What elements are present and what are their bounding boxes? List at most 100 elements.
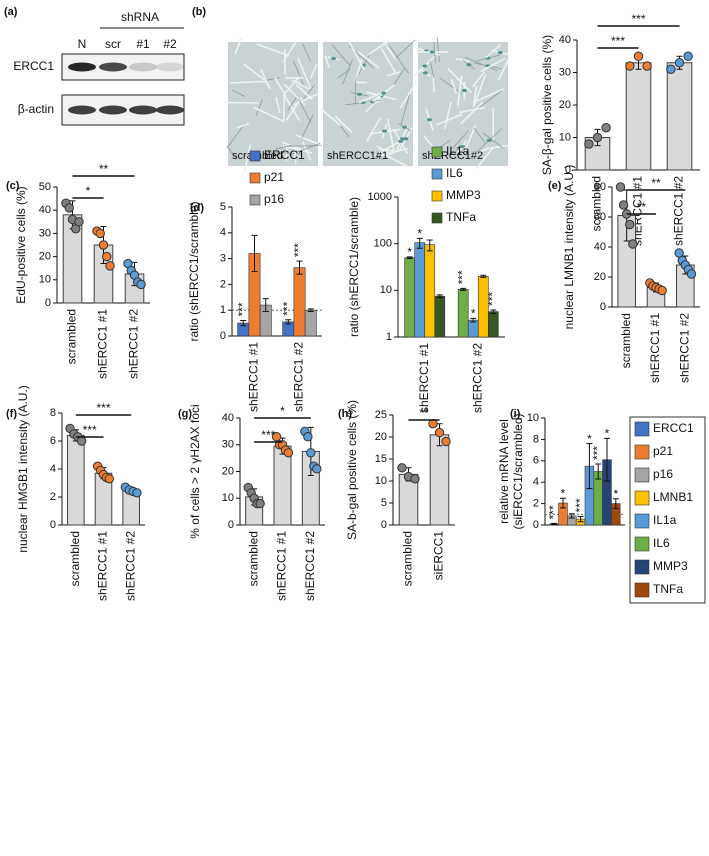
- cell: [476, 146, 494, 169]
- data-point: [64, 203, 74, 213]
- x-tick-label: scrambled: [401, 531, 415, 586]
- y-tick-label: 10: [39, 274, 51, 286]
- blot-band: [156, 62, 184, 72]
- y-tick-label: 4: [220, 227, 226, 239]
- data-point: [683, 51, 693, 61]
- y-tick-label: 4: [533, 476, 539, 488]
- y-tick-label: 10: [375, 475, 387, 487]
- panel-label: (i): [510, 408, 521, 420]
- error-bar: [406, 256, 413, 260]
- cell: [436, 36, 440, 63]
- legend-label: TNFa: [653, 582, 683, 596]
- legend-box: [629, 416, 706, 604]
- y-tick-label: 1: [220, 304, 226, 316]
- data-point: [105, 261, 115, 271]
- cell: [365, 97, 382, 113]
- data-point: [132, 488, 142, 498]
- annotation: *: [471, 307, 476, 321]
- stained-cell: [331, 56, 337, 61]
- data-point: [628, 239, 638, 249]
- legend-swatch: [634, 513, 650, 529]
- legend-label: MMP3: [446, 188, 481, 202]
- y-tick-label: 0: [381, 519, 387, 531]
- cell: [274, 77, 287, 97]
- panel-label: (c): [6, 180, 20, 192]
- legend-swatch: [634, 582, 650, 598]
- data-point: [74, 217, 84, 227]
- x-tick-label: scrambled: [590, 176, 604, 231]
- y-axis-label: ratio (shERCC1/scramble): [187, 201, 201, 341]
- y-axis-label: EdU-positive cells (%): [14, 186, 28, 303]
- y-tick-label: 100: [374, 238, 392, 250]
- stained-cell: [422, 64, 428, 68]
- legend-label: p21: [264, 170, 284, 184]
- stained-cell: [398, 139, 404, 143]
- cell: [370, 139, 403, 158]
- annotation: ***: [573, 498, 587, 512]
- bar: [467, 319, 479, 338]
- cell: [285, 76, 304, 80]
- y-tick-label: 50: [39, 181, 51, 193]
- cell: [482, 132, 504, 149]
- cell: [367, 39, 390, 56]
- blot-band: [129, 62, 157, 72]
- annotation: *: [407, 245, 412, 259]
- cell: [232, 89, 245, 97]
- cell: [234, 37, 243, 55]
- cell: [460, 101, 484, 125]
- blot-header: shRNA: [121, 10, 159, 24]
- x-tick-label: shERCC1 #2: [127, 309, 141, 379]
- x-tick-label: scrambled: [68, 531, 82, 586]
- data-point: [615, 182, 626, 192]
- y-tick-label: 20: [594, 271, 606, 283]
- annotation: *: [561, 486, 566, 500]
- legend-swatch: [249, 194, 261, 206]
- data-point: [642, 61, 652, 71]
- stained-cell: [402, 125, 408, 129]
- bar: [293, 267, 306, 337]
- data-point: [98, 240, 109, 250]
- cell: [227, 123, 246, 148]
- cell: [287, 95, 299, 111]
- y-tick-label: 20: [559, 99, 571, 111]
- cell: [433, 41, 436, 63]
- cell: [293, 147, 297, 164]
- y-tick-label: 40: [222, 412, 234, 424]
- panel-label: (h): [338, 408, 352, 420]
- data-point: [686, 269, 697, 279]
- error-bar: [490, 309, 497, 314]
- cell: [459, 106, 486, 114]
- cell: [283, 83, 306, 106]
- stained-cell: [461, 88, 467, 93]
- cell: [472, 74, 487, 108]
- cell: [357, 51, 380, 69]
- cell: [473, 147, 490, 156]
- data-point: [625, 61, 635, 71]
- error-bar: [470, 317, 477, 323]
- data-point: [601, 123, 611, 133]
- x-tick-label: shERCC1 #1: [247, 342, 261, 412]
- cell: [380, 47, 397, 74]
- y-tick-label: 3: [220, 253, 226, 265]
- legend-label: p21: [653, 444, 673, 458]
- panel-label: (g): [178, 408, 192, 420]
- cell: [301, 114, 314, 138]
- y-tick-label: 4: [50, 463, 56, 475]
- cell: [452, 130, 469, 150]
- data-point: [633, 51, 644, 61]
- data-point: [434, 427, 445, 438]
- x-tick-label: shERCC1 #1: [96, 531, 110, 601]
- stained-cell: [429, 50, 435, 54]
- legend-swatch: [431, 190, 443, 202]
- data-point: [303, 432, 313, 442]
- error-bar: [586, 443, 593, 490]
- error-bar: [480, 274, 487, 278]
- y-tick-label: 60: [594, 211, 606, 223]
- legend-label: MMP3: [653, 559, 688, 573]
- legend-swatch: [431, 212, 443, 224]
- error-bar: [251, 234, 258, 272]
- bar: [67, 434, 85, 526]
- y-tick-label: 2: [50, 491, 56, 503]
- cell: [303, 84, 315, 100]
